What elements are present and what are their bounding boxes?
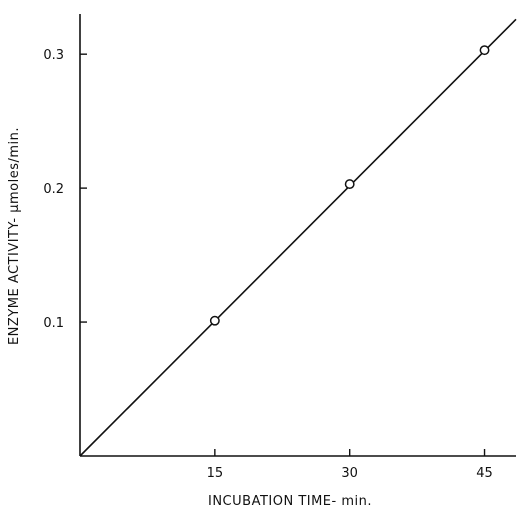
data-point-30 — [344, 179, 355, 190]
series-points — [209, 45, 490, 326]
data-point-45 — [479, 45, 490, 56]
x-axis-title: INCUBATION TIME- min. — [208, 494, 372, 509]
x-tick-marks — [214, 449, 486, 456]
data-point-15 — [209, 315, 220, 326]
x-tick-label-30: 30 — [341, 466, 358, 481]
x-tick-labels: 15 30 45 — [207, 466, 493, 481]
y-axis-title: ENZYME ACTIVITY- μmoles/min. — [7, 127, 22, 345]
series-0-line — [79, 18, 517, 457]
x-tick-label-45: 45 — [476, 466, 493, 481]
y-tick-label-0.1: 0.1 — [43, 316, 64, 331]
y-tick-labels: 0.1 0.2 0.3 — [43, 48, 64, 331]
y-tick-marks — [80, 53, 87, 323]
series-lines — [79, 18, 517, 457]
y-tick-label-0.3: 0.3 — [43, 48, 64, 63]
y-tick-label-0.2: 0.2 — [43, 182, 64, 197]
x-tick-label-15: 15 — [207, 466, 224, 481]
